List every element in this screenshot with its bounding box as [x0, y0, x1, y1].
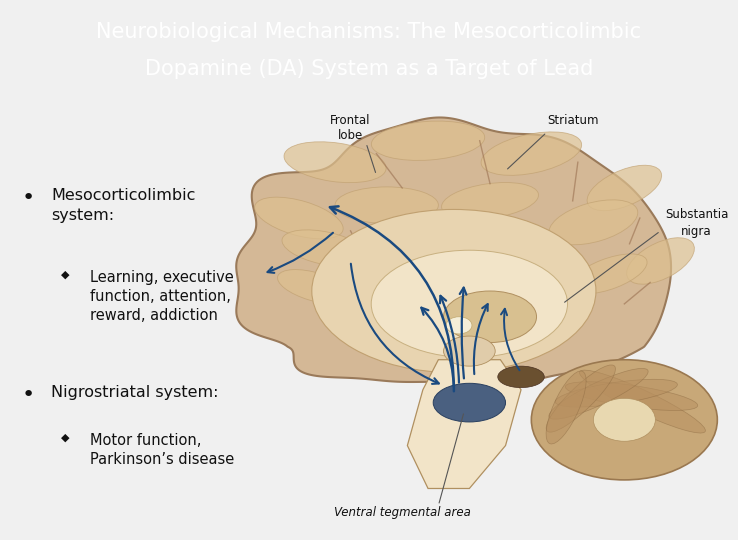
- Ellipse shape: [549, 368, 648, 419]
- Ellipse shape: [335, 187, 438, 224]
- Polygon shape: [236, 118, 671, 387]
- Text: Frontal: Frontal: [331, 113, 370, 126]
- Ellipse shape: [531, 360, 717, 480]
- Ellipse shape: [444, 291, 537, 342]
- Ellipse shape: [371, 121, 485, 160]
- Ellipse shape: [255, 197, 343, 239]
- Ellipse shape: [311, 210, 596, 373]
- Ellipse shape: [546, 365, 615, 432]
- Ellipse shape: [282, 230, 368, 266]
- Text: Dopamine (DA) System as a Target of Lead: Dopamine (DA) System as a Target of Lead: [145, 59, 593, 79]
- Text: •: •: [22, 386, 35, 406]
- Ellipse shape: [546, 371, 586, 444]
- Ellipse shape: [593, 399, 655, 441]
- Text: Motor function,
Parkinson’s disease: Motor function, Parkinson’s disease: [90, 433, 235, 467]
- Ellipse shape: [446, 317, 472, 334]
- Ellipse shape: [627, 238, 694, 284]
- Text: Ventral tegmental area: Ventral tegmental area: [334, 507, 471, 519]
- Ellipse shape: [465, 285, 546, 315]
- Ellipse shape: [555, 379, 677, 407]
- Ellipse shape: [549, 200, 638, 245]
- Text: •: •: [22, 188, 35, 208]
- Ellipse shape: [587, 165, 661, 211]
- Ellipse shape: [371, 233, 464, 264]
- Ellipse shape: [359, 281, 446, 309]
- Text: Substantia: Substantia: [665, 208, 728, 221]
- Ellipse shape: [481, 132, 582, 176]
- Ellipse shape: [478, 234, 564, 271]
- Text: nigra: nigra: [681, 225, 712, 238]
- Text: Neurobiological Mechanisms: The Mesocorticolimbic: Neurobiological Mechanisms: The Mesocort…: [97, 22, 641, 42]
- Ellipse shape: [579, 370, 706, 433]
- Ellipse shape: [570, 254, 647, 294]
- Ellipse shape: [433, 383, 506, 422]
- Ellipse shape: [441, 183, 539, 219]
- Ellipse shape: [497, 366, 544, 388]
- Ellipse shape: [284, 142, 386, 183]
- Text: Nigrostriatal system:: Nigrostriatal system:: [51, 386, 218, 401]
- Text: lobe: lobe: [338, 129, 363, 141]
- Text: ◆: ◆: [61, 269, 69, 280]
- Text: Learning, executive
function, attention,
reward, addiction: Learning, executive function, attention,…: [90, 269, 234, 323]
- Text: Striatum: Striatum: [547, 113, 599, 126]
- Ellipse shape: [277, 269, 351, 304]
- Ellipse shape: [444, 336, 495, 366]
- Text: Mesocorticolimbic
system:: Mesocorticolimbic system:: [51, 188, 196, 223]
- Ellipse shape: [565, 382, 697, 410]
- Polygon shape: [407, 360, 521, 489]
- Ellipse shape: [371, 250, 568, 357]
- Text: ◆: ◆: [61, 433, 69, 443]
